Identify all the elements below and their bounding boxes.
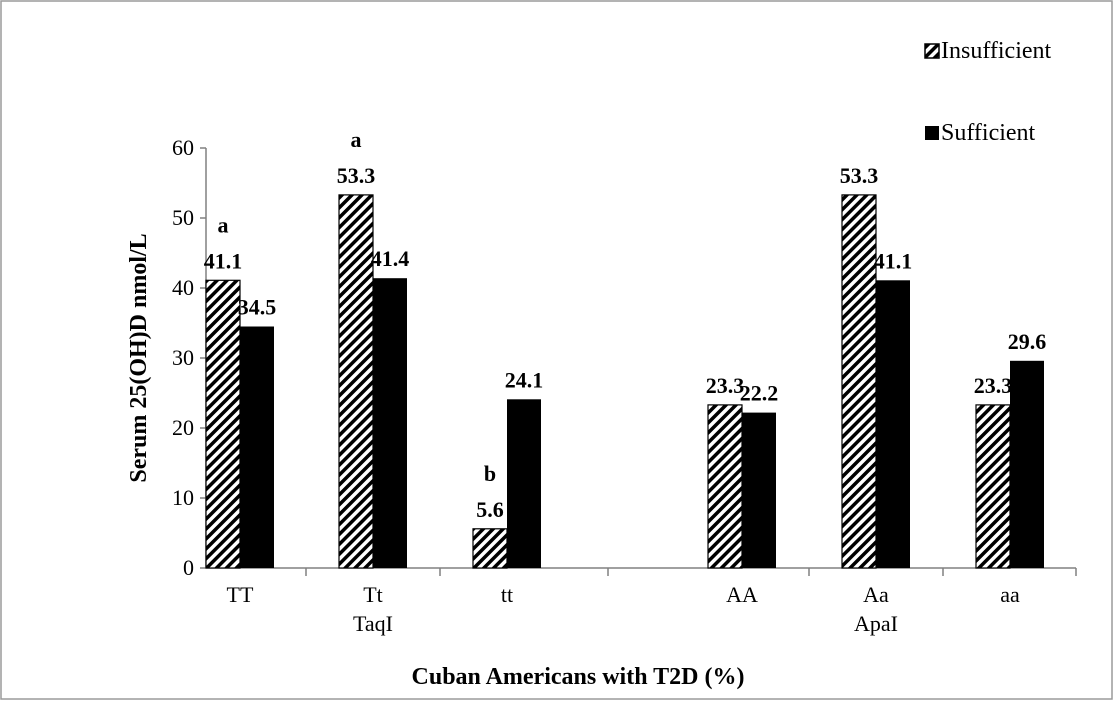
x-tick-label: AA [726,582,758,607]
x-tick-label: TT [227,582,254,607]
significance-label: a [218,212,229,237]
x-tick-label: aa [1000,582,1020,607]
bar-insufficient-Aa [841,194,877,569]
legend-swatch-insufficient [924,43,940,59]
legend-label-sufficient: Sufficient [941,120,1036,146]
data-label: 41.1 [874,248,913,273]
bar-insufficient-tt [472,528,508,569]
significance-label: b [484,461,496,486]
significance-label: a [351,127,362,152]
bar-insufficient-aa [975,404,1011,569]
x-tick-label: Tt [363,582,383,607]
bar-insufficient-Tt [338,194,374,569]
data-label: 24.1 [505,367,544,392]
y-tick-label: 30 [172,345,194,370]
data-label: 41.4 [371,246,410,271]
data-labels: 41.1 53.3 5.6 23.3 53.3 23.3 34.5 41.4 24.1 22.2 4… [204,127,1047,522]
bar-sufficient-AA [742,412,776,568]
bar-sufficient-TT [240,326,274,568]
data-label: 23.3 [706,373,745,398]
bars [205,194,1044,569]
y-tick-label: 0 [183,555,194,580]
bar-insufficient-AA [707,404,743,569]
y-tick-label: 10 [172,485,194,510]
axes: 0 10 20 30 40 50 60 TT Tt tt AA Aa aa TaqI ApaI [172,135,1077,636]
data-label: 23.3 [974,373,1013,398]
data-label: 5.6 [476,497,504,522]
data-label: 53.3 [840,163,879,188]
x-group-label: TaqI [353,611,393,636]
y-tick-label: 60 [172,135,194,160]
legend-swatch-sufficient [925,126,939,140]
x-tick-label: tt [501,582,513,607]
legend-label-insufficient: Insufficient [941,38,1052,64]
bar-insufficient-TT [205,279,241,569]
bar-sufficient-Aa [876,280,910,568]
data-label: 29.6 [1008,329,1047,354]
data-label: 41.1 [204,248,243,273]
legend-item-insufficient: Insufficient [924,38,1052,64]
y-tick-label: 40 [172,275,194,300]
bar-sufficient-Tt [373,278,407,568]
y-tick-label: 20 [172,415,194,440]
y-axis-title: Serum 25(OH)D nmol/L [126,233,152,482]
legend-item-sufficient: Sufficient [925,120,1036,146]
x-axis-title: Cuban Americans with T2D (%) [412,664,745,690]
bar-sufficient-aa [1010,360,1044,568]
data-label: 53.3 [337,163,376,188]
y-tick-label: 50 [172,205,194,230]
data-label: 34.5 [238,295,277,320]
bar-sufficient-tt [507,399,541,568]
x-tick-label: Aa [863,582,889,607]
legend: Insufficient Sufficient [924,38,1052,146]
data-label: 22.2 [740,381,779,406]
x-group-label: ApaI [854,611,898,636]
